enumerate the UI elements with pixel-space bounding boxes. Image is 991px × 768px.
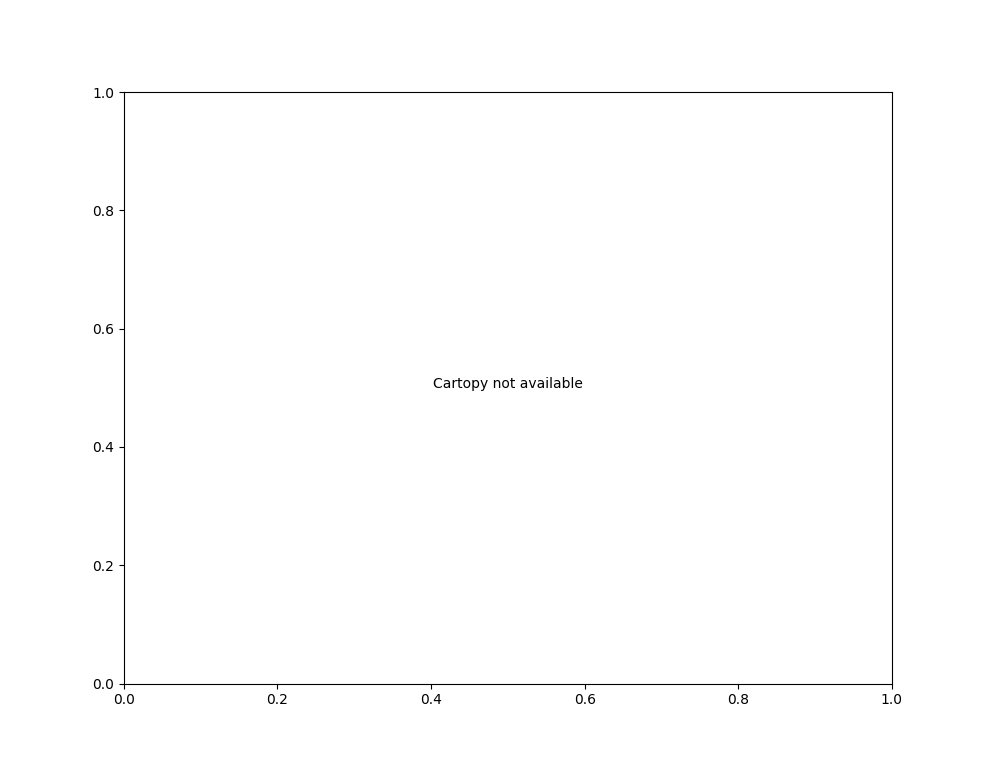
Text: Cartopy not available: Cartopy not available	[433, 377, 583, 391]
